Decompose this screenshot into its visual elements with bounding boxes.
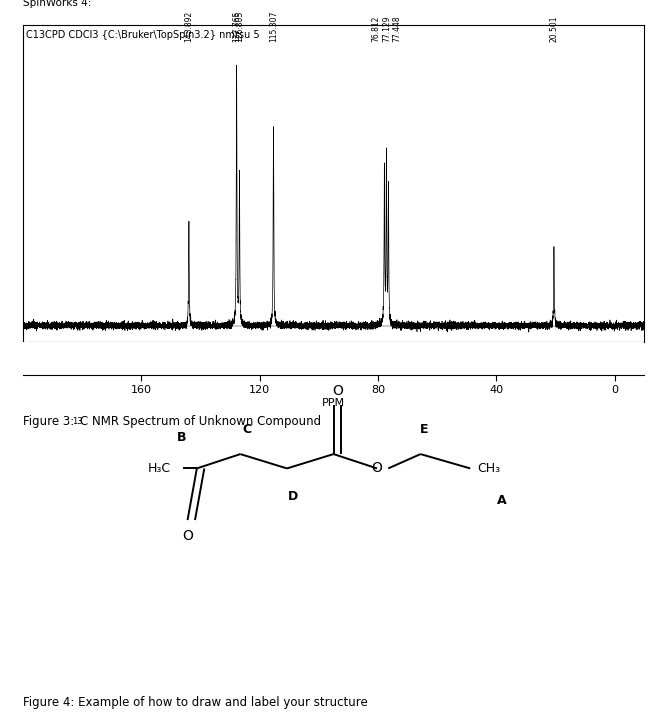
Text: SpinWorks 4:: SpinWorks 4: [23, 0, 92, 8]
Text: C NMR Spectrum of Unknown Compound: C NMR Spectrum of Unknown Compound [80, 414, 321, 427]
Text: 76.812
77.129
77.448: 76.812 77.129 77.448 [371, 15, 402, 42]
Text: 115.307: 115.307 [269, 11, 278, 42]
Text: H₃C: H₃C [148, 462, 171, 475]
Text: 20.501: 20.501 [549, 15, 559, 42]
Text: 126.805: 126.805 [235, 11, 244, 42]
Text: 13: 13 [72, 416, 82, 426]
Text: C: C [242, 423, 251, 436]
Text: Figure 3:: Figure 3: [23, 414, 78, 427]
Text: O: O [182, 529, 193, 543]
Text: 127.765: 127.765 [232, 11, 241, 42]
Text: C13CPD CDCl3 {C:\Bruker\TopSpin3.2} nmrsu 5: C13CPD CDCl3 {C:\Bruker\TopSpin3.2} nmrs… [26, 30, 260, 40]
Text: CH₃: CH₃ [477, 462, 501, 475]
Text: D: D [288, 490, 298, 503]
Text: Figure 4: Example of how to draw and label your structure: Figure 4: Example of how to draw and lab… [23, 696, 368, 709]
X-axis label: PPM: PPM [322, 398, 345, 408]
Text: E: E [419, 423, 428, 436]
Text: 143.892: 143.892 [184, 11, 194, 42]
Text: O: O [371, 461, 383, 476]
Text: A: A [496, 495, 506, 508]
Text: O: O [332, 385, 343, 398]
Text: B: B [177, 432, 186, 445]
